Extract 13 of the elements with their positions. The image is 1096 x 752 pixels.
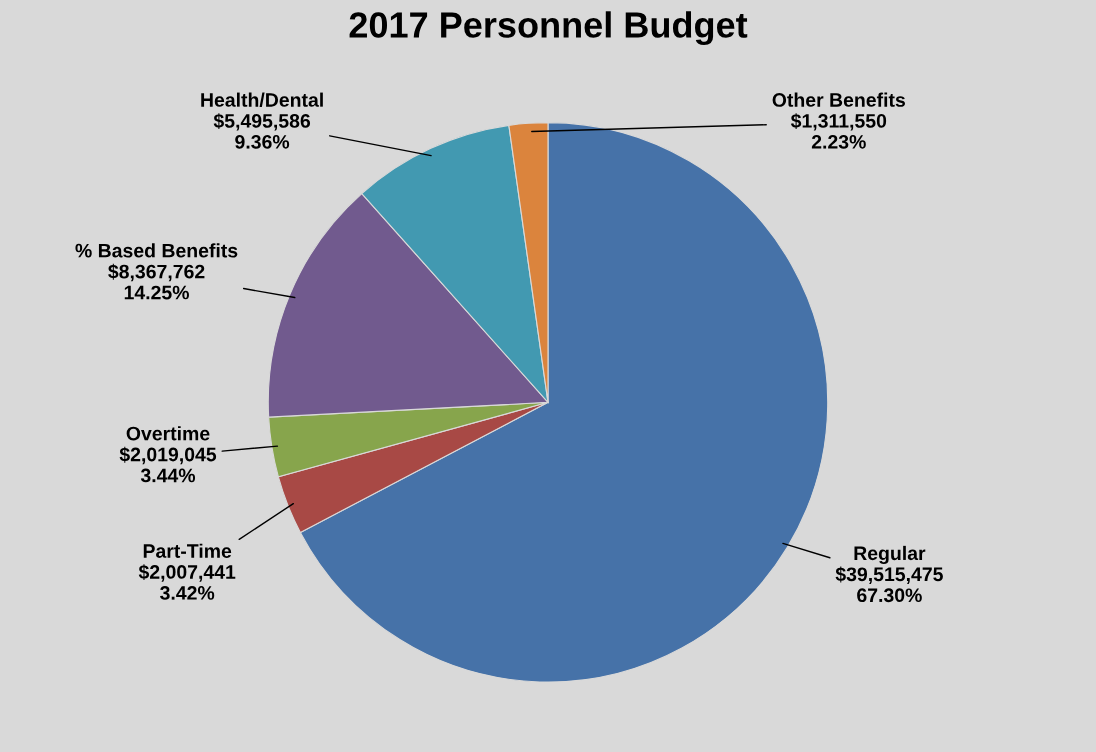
slice-label: Other Benefits [772, 92, 905, 107]
slice-label: Part-Time [143, 543, 232, 558]
slice-label: Regular [854, 545, 926, 565]
data-label: $1,311,550 2.23% [790, 113, 887, 149]
slice-label: % Based Benefits [75, 243, 238, 258]
data-label: $8,367,762 14.25% [108, 263, 205, 300]
data-label: $2,019,045 3.44% [119, 446, 217, 483]
data-label: $39,515,475 67.30% [835, 566, 943, 603]
data-label: $5,495,586 9.36% [213, 113, 311, 149]
slice-label: Health/Dental [201, 92, 323, 108]
chart-title: 2017 Personnel Budget [349, 11, 748, 46]
slice-label: Overtime [126, 426, 210, 441]
data-label: $2,007,441 3.42% [138, 564, 236, 600]
